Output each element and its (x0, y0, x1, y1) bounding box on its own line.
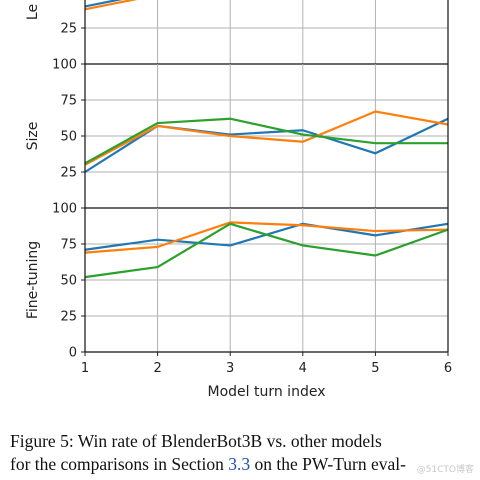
y-tick-label: 50 (60, 130, 77, 145)
x-axis-label: Model turn index (208, 384, 326, 400)
figure-caption: Figure 5: Win rate of BlenderBot3B vs. o… (10, 430, 472, 476)
series-line-3 (84, 117, 448, 165)
series-line-1 (84, 0, 123, 8)
series-line-2 (84, 110, 449, 166)
y-tick-label: 75 (60, 94, 77, 109)
y-tick-label: 100 (52, 202, 77, 217)
panel-fine-tuning: 0 25 50 75 100 Fine-tuning (25, 202, 449, 361)
x-tick-label: 5 (371, 361, 379, 376)
y-tick-label: 50 (60, 274, 77, 289)
y-axis-label-fine-tuning: Fine-tuning (25, 241, 41, 319)
series-line-2 (84, 221, 449, 254)
y-axis-label-size: Size (25, 122, 41, 151)
y-tick-label: 75 (60, 238, 77, 253)
panel-length: 25 Le (25, 0, 449, 65)
x-tick-label: 6 (444, 361, 452, 376)
x-tick-label: 1 (81, 361, 89, 376)
y-tick-label: 25 (60, 310, 77, 325)
y-tick-label: 100 (52, 58, 77, 73)
watermark: @51CTO博客 (416, 465, 474, 475)
section-reference-link[interactable]: 3.3 (228, 454, 251, 474)
y-tick-label: 0 (69, 346, 77, 361)
y-tick-label: 25 (60, 22, 77, 37)
caption-line-2-end: on the PW-Turn eval- (250, 454, 406, 474)
series-line-2 (84, 0, 138, 11)
series-line-1 (84, 222, 449, 251)
y-tick-label: 25 (60, 166, 77, 181)
caption-line-2-start: for the comparisons in Section (10, 454, 229, 474)
caption-line-1: Figure 5: Win rate of BlenderBot3B vs. o… (10, 431, 382, 451)
caption-line-2: for the comparisons in Section 3.3 on th… (10, 453, 472, 476)
y-axis-label-length: Le (25, 4, 41, 20)
series-line-3 (84, 222, 449, 279)
panel-size: 25 50 75 100 Size (25, 58, 449, 209)
x-tick-label: 2 (153, 361, 161, 376)
x-tick-label: 4 (299, 361, 307, 376)
x-tick-label: 3 (226, 361, 234, 376)
